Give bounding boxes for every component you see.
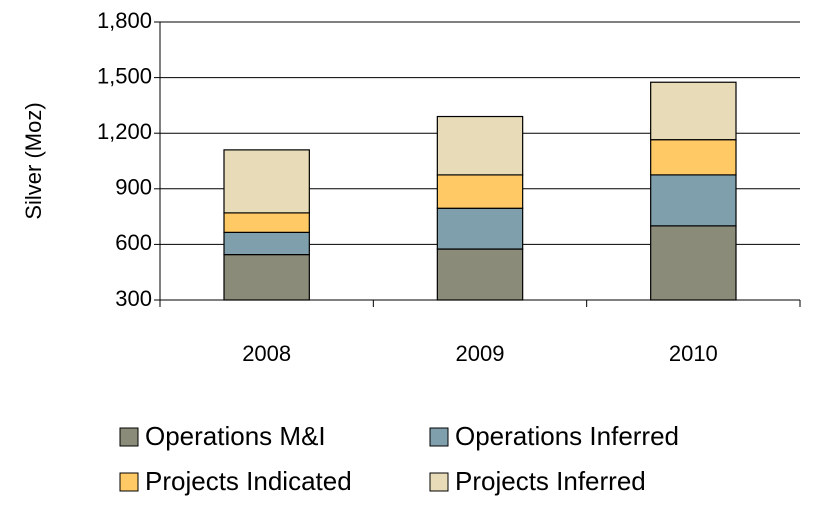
legend-swatch <box>429 472 449 492</box>
y-tick-label: 1,200 <box>97 119 152 144</box>
legend-swatch <box>119 427 139 447</box>
y-tick-label: 300 <box>115 286 152 311</box>
bar-segment <box>436 207 524 250</box>
bar-segment <box>436 248 524 301</box>
legend-swatch <box>429 427 449 447</box>
y-axis-label: Silver (Moz) <box>21 102 46 219</box>
bar-segment <box>436 115 524 176</box>
bar-segment <box>223 149 310 214</box>
bar-segment <box>223 253 310 301</box>
x-tick-label: 2008 <box>242 341 291 366</box>
bar-segment <box>650 225 737 301</box>
bar-segment <box>223 212 310 233</box>
legend-swatch <box>119 472 139 492</box>
legend-label: Operations M&I <box>145 421 326 451</box>
bar-segment <box>223 231 310 256</box>
y-tick-label: 1,500 <box>97 63 152 88</box>
bar-segment <box>650 81 737 141</box>
legend-label: Projects Indicated <box>145 466 352 496</box>
x-tick-label: 2010 <box>669 341 718 366</box>
x-tick-label: 2009 <box>456 341 505 366</box>
y-tick-label: 600 <box>115 230 152 255</box>
bar-segment <box>650 174 737 227</box>
legend-label: Operations Inferred <box>455 421 679 451</box>
y-tick-label: 900 <box>115 175 152 200</box>
y-tick-label: 1,800 <box>97 8 152 33</box>
bar-segment <box>436 174 524 209</box>
legend-label: Projects Inferred <box>455 466 646 496</box>
bar-segment <box>650 139 737 176</box>
